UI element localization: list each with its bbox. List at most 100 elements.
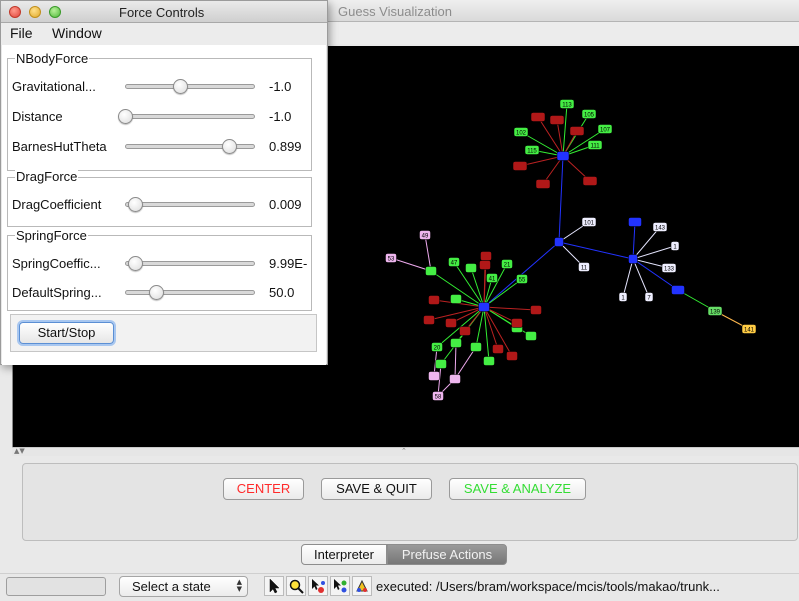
tab-interpreter[interactable]: Interpreter xyxy=(301,544,387,565)
graph-node-green[interactable] xyxy=(470,342,482,352)
graph-node-pink[interactable] xyxy=(419,230,431,240)
graph-node-green[interactable] xyxy=(450,294,462,304)
collapse-up-icon[interactable]: ▲▼ xyxy=(14,447,25,455)
graph-node-blue[interactable] xyxy=(628,217,642,227)
graph-node-hub[interactable] xyxy=(556,151,570,161)
graph-edge-red[interactable] xyxy=(483,306,499,350)
graph-node-pink[interactable] xyxy=(449,374,461,384)
graph-node-red[interactable] xyxy=(492,344,504,354)
graph-node-white[interactable] xyxy=(644,292,654,302)
graph-node-label[interactable]: 107 xyxy=(600,128,611,134)
menu-window[interactable]: Window xyxy=(52,25,102,41)
graph-node-label[interactable]: 7 xyxy=(647,296,651,302)
graph-edge-pink[interactable] xyxy=(454,346,477,380)
graph-node-label[interactable]: 141 xyxy=(744,328,755,334)
graph-node-label[interactable]: 11 xyxy=(581,266,588,272)
graph-edge-white[interactable] xyxy=(632,226,661,260)
graph-node-red[interactable] xyxy=(549,115,565,125)
graph-node-red[interactable] xyxy=(530,305,542,315)
graph-node-label[interactable]: 139 xyxy=(710,310,721,316)
slider-knob-gravitational[interactable] xyxy=(172,79,188,94)
graph-node-green[interactable] xyxy=(524,145,540,155)
graph-node-red[interactable] xyxy=(569,126,585,136)
slider-knob-barneshuttheta[interactable] xyxy=(222,139,238,154)
graph-node-red[interactable] xyxy=(530,112,546,122)
graph-edge-green[interactable] xyxy=(483,278,523,308)
graph-edge-white[interactable] xyxy=(622,258,634,298)
zoom-tool-icon[interactable] xyxy=(286,576,306,596)
graph-node-green[interactable] xyxy=(448,257,460,267)
slider-knob-springcoefficient[interactable] xyxy=(128,256,144,271)
start-stop-button[interactable]: Start/Stop xyxy=(19,322,114,344)
edge-select-tool-icon[interactable] xyxy=(330,576,350,596)
graph-node-red[interactable] xyxy=(511,318,523,328)
graph-node-green[interactable] xyxy=(431,342,443,352)
graph-node-green[interactable] xyxy=(525,331,537,341)
graph-node-green[interactable] xyxy=(465,263,477,273)
graph-edge-green[interactable] xyxy=(483,306,490,362)
graph-edge-blue[interactable] xyxy=(632,258,679,291)
graph-edge-green[interactable] xyxy=(562,103,568,157)
graph-node-green[interactable] xyxy=(597,124,613,134)
graph-node-label[interactable]: 49 xyxy=(422,234,429,240)
graph-node-green[interactable] xyxy=(516,274,528,284)
node-select-tool-icon[interactable] xyxy=(308,576,328,596)
graph-node-label[interactable]: 101 xyxy=(584,221,595,227)
menu-file[interactable]: File xyxy=(10,25,33,41)
state-select[interactable]: Select a state ▲ ▼ xyxy=(119,576,248,597)
pointer-tool-icon[interactable] xyxy=(264,576,284,596)
slider-defaultspringlength[interactable] xyxy=(125,290,255,295)
graph-edge-green[interactable] xyxy=(470,267,485,308)
close-icon[interactable] xyxy=(9,6,21,18)
slider-distance[interactable] xyxy=(125,114,255,119)
graph-node-green[interactable] xyxy=(581,109,597,119)
graph-node-green[interactable] xyxy=(450,338,462,348)
graph-edge-blue[interactable] xyxy=(558,241,634,260)
graph-edge-red[interactable] xyxy=(483,306,537,311)
graph-node-label[interactable]: 1 xyxy=(621,296,625,302)
graph-edge-blue[interactable] xyxy=(558,155,564,243)
graph-edge-red[interactable] xyxy=(483,306,513,357)
slider-dragcoefficient[interactable] xyxy=(125,202,255,207)
save-quit-button[interactable]: SAVE & QUIT xyxy=(321,478,432,500)
graph-node-red[interactable] xyxy=(459,326,471,336)
graph-edge-pink[interactable] xyxy=(437,363,442,397)
graph-edge-red[interactable] xyxy=(428,306,485,321)
graph-node-pink[interactable] xyxy=(432,391,444,401)
graph-edge-green[interactable] xyxy=(475,306,485,348)
graph-node-red[interactable] xyxy=(423,315,435,325)
graph-edge-red[interactable] xyxy=(556,119,564,157)
graph-node-pink[interactable] xyxy=(428,371,440,381)
graph-edge-green[interactable] xyxy=(483,277,493,308)
graph-edge-pink[interactable] xyxy=(454,342,457,380)
graph-edge-red[interactable] xyxy=(537,116,564,157)
graph-node-red[interactable] xyxy=(480,251,492,261)
graph-node-label[interactable]: 1 xyxy=(673,245,677,251)
zoom-icon[interactable] xyxy=(49,6,61,18)
graph-node-green[interactable] xyxy=(513,127,529,137)
graph-node-label[interactable]: 53 xyxy=(388,257,395,263)
graph-node-red[interactable] xyxy=(428,295,440,305)
graph-node-label[interactable]: 113 xyxy=(562,103,572,109)
graph-node-label[interactable]: 20 xyxy=(434,346,441,352)
graph-node-white[interactable] xyxy=(581,217,597,227)
graph-node-green[interactable] xyxy=(425,266,437,276)
graph-edge-blue[interactable] xyxy=(632,221,636,260)
graph-node-green[interactable] xyxy=(486,273,498,283)
graph-visualization[interactable]: 113 105 107 102 115 111 101 11 143 1 133 1 7 139 141 47… xyxy=(13,46,799,446)
graph-edge-green[interactable] xyxy=(430,270,485,308)
split-pane-divider[interactable]: ▲▼ ⌃ xyxy=(12,447,799,456)
graph-edge-green[interactable] xyxy=(453,261,485,308)
graph-node-label[interactable]: 115 xyxy=(527,149,537,155)
graph-node-white[interactable] xyxy=(661,263,677,273)
graph-node-green[interactable] xyxy=(559,99,575,109)
graph-node-label[interactable]: 111 xyxy=(590,144,600,150)
graph-node-white[interactable] xyxy=(578,262,590,272)
slider-knob-defaultspringlength[interactable] xyxy=(149,285,165,300)
graph-node-hub[interactable] xyxy=(628,254,638,264)
graph-node-green[interactable] xyxy=(501,259,513,269)
graph-edge-green[interactable] xyxy=(562,128,606,157)
graph-node-white[interactable] xyxy=(618,292,628,302)
graph-node-green[interactable] xyxy=(587,140,603,150)
graph-node-orange[interactable] xyxy=(741,324,757,334)
